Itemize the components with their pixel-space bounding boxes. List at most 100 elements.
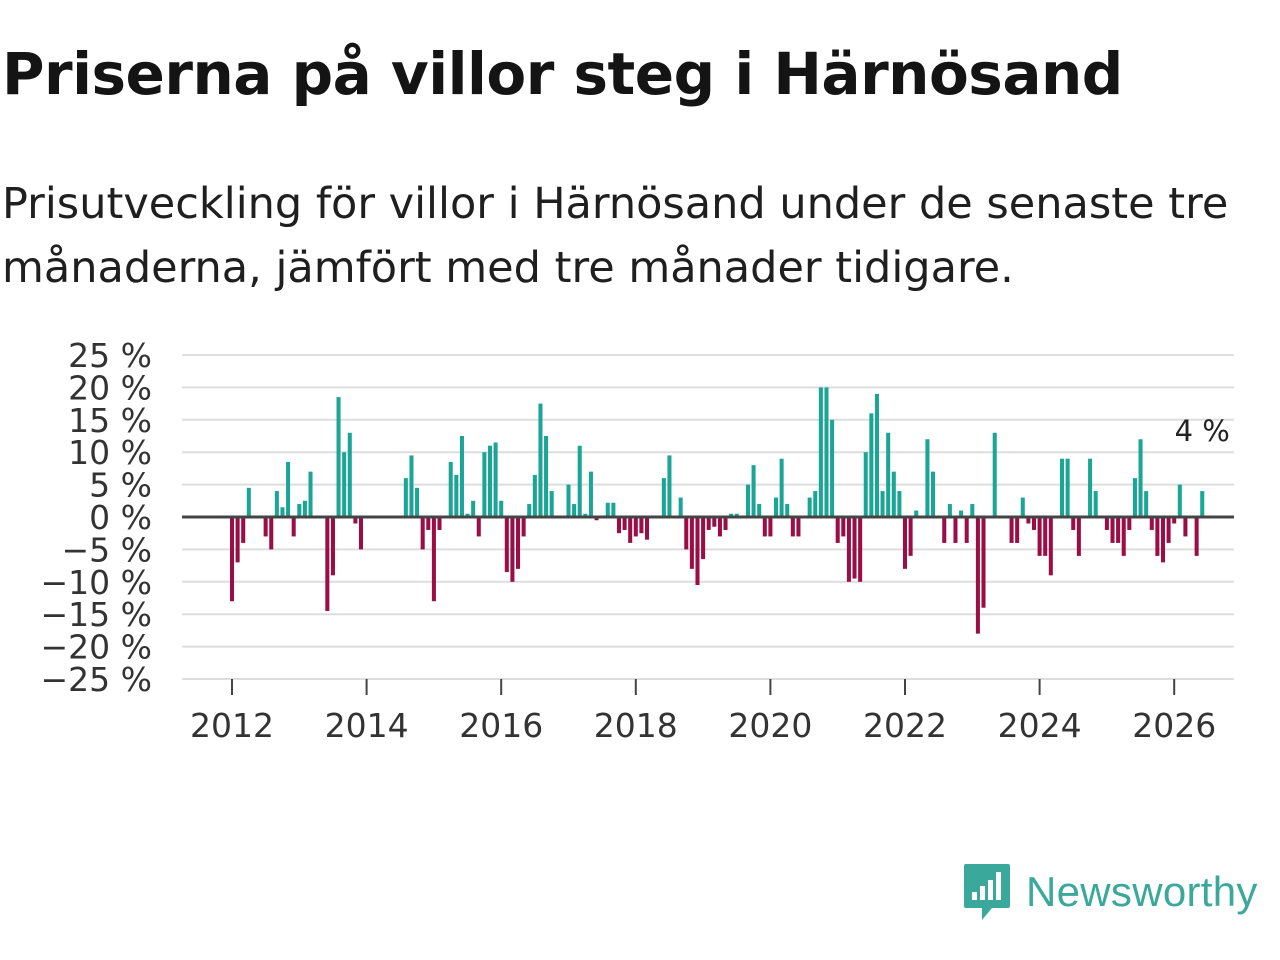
y-tick-label: −15 % [41, 595, 153, 634]
bar [785, 504, 790, 517]
x-tick-label: 2014 [325, 706, 409, 745]
bar [807, 497, 812, 517]
bar [235, 517, 240, 563]
bar [661, 478, 666, 517]
bar [358, 517, 364, 550]
bar [1009, 517, 1014, 543]
y-tick-label: −25 % [41, 660, 153, 699]
bar [717, 517, 722, 537]
x-tick-label: 2026 [1132, 706, 1216, 745]
x-tick-label: 2018 [594, 706, 678, 745]
bars [229, 387, 1205, 634]
bar [734, 513, 739, 517]
bar [835, 517, 840, 543]
bar [415, 487, 420, 517]
bar [790, 517, 795, 537]
y-tick-label: 5 % [89, 466, 152, 505]
y-tick-label: −20 % [41, 628, 153, 667]
bar [1149, 517, 1154, 530]
bar [1043, 517, 1048, 556]
bar [751, 465, 756, 517]
bar [1183, 517, 1188, 537]
bar [1160, 517, 1166, 563]
bar [342, 452, 347, 517]
bar [403, 478, 408, 517]
bar [1132, 478, 1137, 517]
bar [701, 517, 706, 560]
bar [1127, 517, 1132, 530]
bar [347, 432, 352, 517]
bar [493, 442, 498, 517]
bar [229, 517, 235, 602]
y-tick-label: 20 % [68, 368, 152, 407]
bar [628, 517, 633, 543]
bar [712, 517, 717, 527]
bar [420, 517, 425, 550]
bar [588, 471, 593, 517]
annotations: 4 % [1175, 414, 1230, 448]
bar [729, 513, 734, 517]
bar [667, 455, 672, 517]
bar [274, 491, 279, 517]
bar [527, 504, 532, 517]
bar [325, 517, 330, 611]
x-tick-label: 2022 [863, 706, 947, 745]
bar [1144, 491, 1149, 517]
bar [308, 471, 313, 517]
bar [353, 517, 358, 524]
bar [465, 513, 470, 517]
bar [1060, 458, 1065, 517]
bar [908, 517, 913, 556]
bar [532, 474, 537, 517]
y-tick-label: −10 % [41, 563, 153, 602]
chart-subtitle: Prisutveckling för villor i Härnösand un… [2, 179, 1229, 293]
bar [925, 439, 930, 517]
bar [1048, 517, 1053, 576]
bar [768, 517, 773, 537]
bar [504, 517, 509, 573]
x-axis: 2012 2014 2016 2018 2020 2022 2024 2026 [190, 679, 1216, 745]
bar [1015, 517, 1020, 543]
bar [616, 517, 621, 534]
bar [689, 517, 694, 569]
bar [796, 517, 801, 537]
bar [1166, 517, 1171, 543]
bar [818, 387, 823, 517]
y-tick-label: 0 % [89, 498, 152, 537]
bar [302, 500, 307, 517]
bar [269, 517, 274, 550]
bar [409, 455, 414, 517]
bar [1177, 484, 1182, 517]
bar [773, 497, 779, 517]
bar [280, 507, 285, 517]
bar [1110, 517, 1115, 543]
bar [695, 517, 700, 586]
bar [538, 403, 543, 517]
bar [1026, 517, 1031, 524]
bar [437, 517, 442, 530]
bar [959, 510, 964, 517]
bar [846, 517, 851, 582]
bar [330, 517, 335, 576]
bar [487, 445, 493, 517]
bar [852, 517, 857, 579]
bar [841, 517, 846, 537]
bar [644, 517, 650, 540]
bar [858, 517, 863, 582]
bar [1031, 517, 1037, 530]
bar [684, 517, 689, 550]
bar [975, 517, 980, 634]
bar [1200, 491, 1205, 517]
y-tick-label: −5 % [62, 530, 153, 569]
newsworthy-logo: Newsworthy [962, 862, 1258, 922]
bar [1020, 497, 1025, 517]
bar [745, 484, 750, 517]
bar [1071, 517, 1076, 530]
bar [1065, 458, 1070, 517]
bar [931, 471, 936, 517]
bar [964, 517, 969, 543]
chart-title: Priserna på villor steg i Härnösand [2, 40, 1123, 108]
bar [499, 500, 504, 517]
bar [639, 517, 644, 534]
bar [336, 397, 341, 517]
